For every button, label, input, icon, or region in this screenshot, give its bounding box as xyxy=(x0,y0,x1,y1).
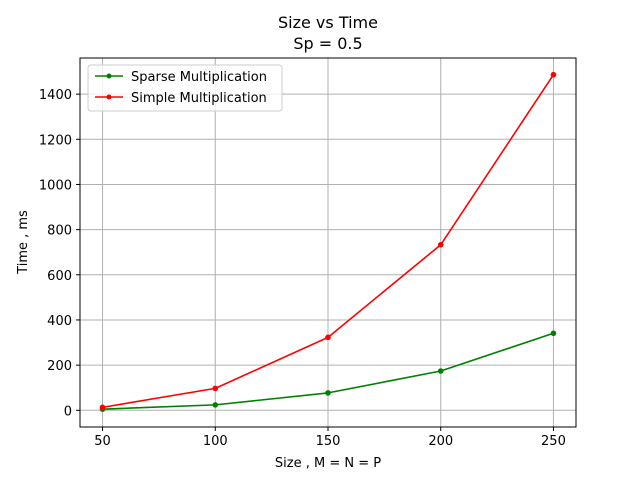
data-point xyxy=(437,241,444,248)
y-tick-label: 600 xyxy=(47,269,72,284)
data-point xyxy=(437,368,444,374)
x-tick-label: 250 xyxy=(541,434,566,449)
legend-box xyxy=(87,64,283,112)
chart-subtitle: Sp = 0.5 xyxy=(293,34,362,53)
x-tick-label: 50 xyxy=(94,434,111,449)
data-point xyxy=(99,404,106,411)
chart-title: Size vs Time xyxy=(278,13,378,32)
x-tick-label: 150 xyxy=(316,434,341,449)
x-tick-label: 200 xyxy=(428,434,453,449)
data-point xyxy=(550,71,557,78)
y-axis-label: Time , ms xyxy=(16,210,31,275)
x-axis-label: Size , M = N = P xyxy=(275,456,381,471)
y-axis-ticks: 0 200 400 600 800 1000 1200 1400 xyxy=(39,88,80,419)
x-tick-label: 100 xyxy=(203,434,228,449)
legend-marker-sparse xyxy=(106,73,112,79)
x-axis-ticks: 50 100 150 200 250 xyxy=(94,427,566,449)
y-tick-label: 1200 xyxy=(39,133,72,148)
series-1 xyxy=(99,71,557,411)
legend-label-sparse: Sparse Multiplication xyxy=(131,70,267,85)
data-point xyxy=(212,385,219,392)
y-tick-label: 1000 xyxy=(39,178,72,193)
legend-marker-simple xyxy=(106,94,112,100)
data-point xyxy=(325,334,331,341)
y-tick-label: 0 xyxy=(64,404,72,419)
series-0 xyxy=(99,330,557,412)
y-tick-label: 400 xyxy=(47,314,72,329)
y-tick-label: 200 xyxy=(47,359,72,374)
legend: Sparse Multiplication Simple Multiplicat… xyxy=(87,64,283,112)
legend-label-simple: Simple Multiplication xyxy=(131,91,267,106)
grid-lines xyxy=(80,58,576,427)
y-tick-label: 1400 xyxy=(39,88,72,103)
data-point xyxy=(550,330,557,337)
y-tick-label: 800 xyxy=(47,224,72,239)
data-point xyxy=(212,402,219,408)
data-point xyxy=(325,390,331,396)
plot-series xyxy=(99,71,557,412)
